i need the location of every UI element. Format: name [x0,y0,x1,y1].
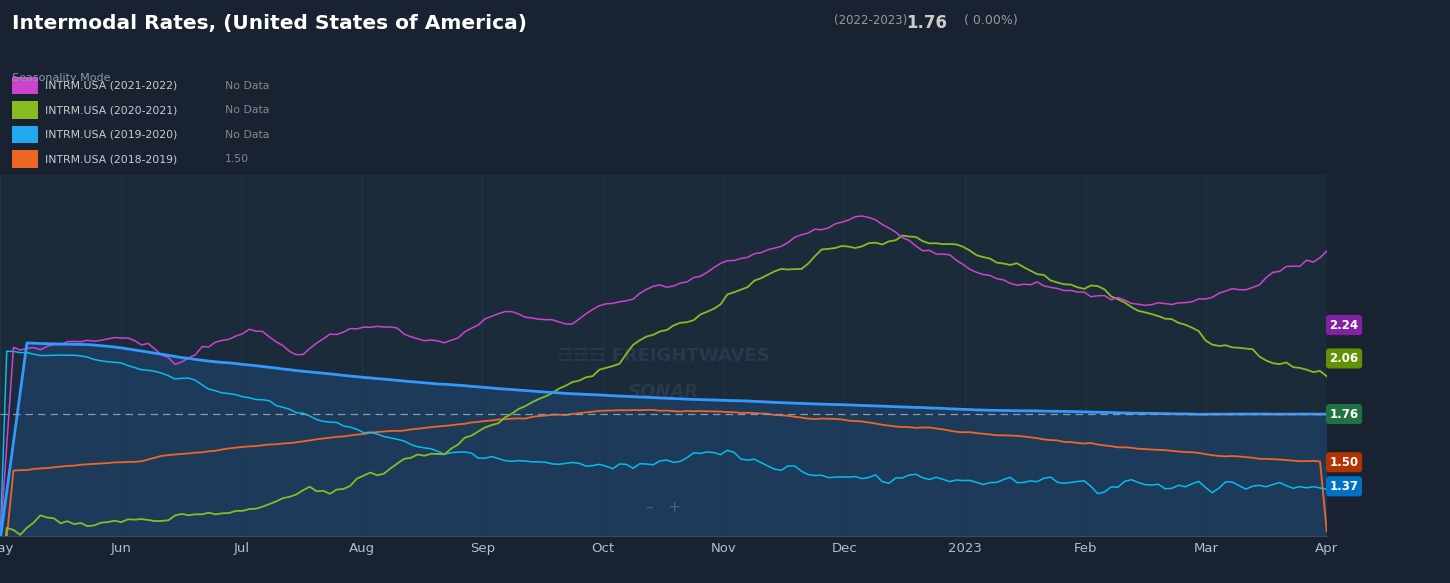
Text: Intermodal Rates, (United States of America): Intermodal Rates, (United States of Amer… [12,14,526,33]
Bar [12,126,38,143]
Text: 1.76: 1.76 [1330,408,1359,420]
Text: No Data: No Data [225,129,270,140]
Text: INTRM.USA (2019-2020): INTRM.USA (2019-2020) [45,129,177,140]
Bar [12,101,38,119]
Text: (2022-2023): (2022-2023) [834,14,908,27]
Text: ☲☲☲ FREIGHTWAVES: ☲☲☲ FREIGHTWAVES [557,347,770,364]
Text: 2.24: 2.24 [1330,318,1359,332]
Text: No Data: No Data [225,80,270,91]
Text: 2.06: 2.06 [1330,352,1359,365]
Text: INTRM.USA (2018-2019): INTRM.USA (2018-2019) [45,154,177,164]
Text: INTRM.USA (2020-2021): INTRM.USA (2020-2021) [45,105,177,115]
Text: INTRM.USA (2021-2022): INTRM.USA (2021-2022) [45,80,177,91]
Text: 1.37: 1.37 [1330,480,1359,493]
Text: –   +: – + [645,500,682,515]
Text: SONAR: SONAR [628,383,699,401]
Bar [12,77,38,94]
Text: Seasonality Mode: Seasonality Mode [12,73,110,83]
Text: 1.50: 1.50 [225,154,249,164]
Text: 1.50: 1.50 [1330,456,1359,469]
Text: No Data: No Data [225,105,270,115]
Text: 1.76: 1.76 [906,14,947,32]
Text: ( 0.00%): ( 0.00%) [964,14,1018,27]
Bar [12,150,38,168]
